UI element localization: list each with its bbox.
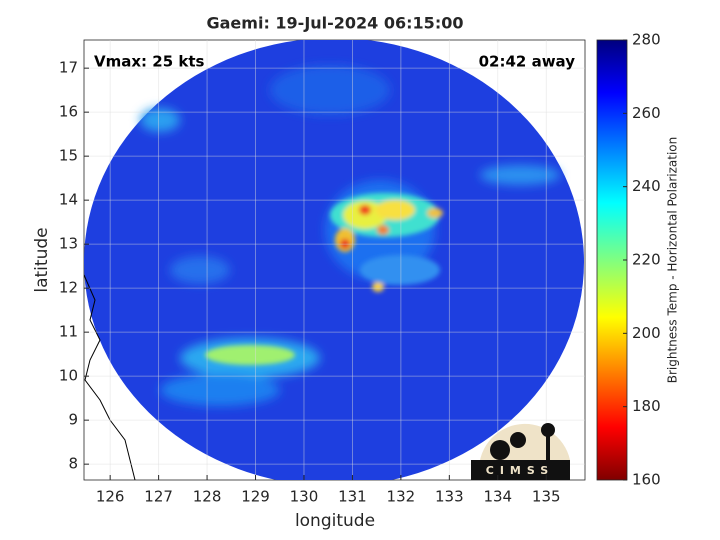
colorbar-tick-label: 180 [632, 397, 661, 415]
x-tick-label: 127 [144, 488, 173, 506]
x-tick-label: 130 [290, 488, 319, 506]
colorbar-tick-label: 220 [632, 251, 661, 269]
colorbar [596, 39, 628, 481]
x-tick-label: 132 [387, 488, 416, 506]
y-tick-label: 12 [59, 279, 78, 297]
y-tick-label: 11 [59, 323, 78, 341]
logo-text: CIMSS [486, 464, 554, 477]
annotation: Vmax: 25 kts [94, 53, 204, 71]
annotation: 02:42 away [479, 53, 576, 71]
x-tick-label: 131 [338, 488, 367, 506]
colorbar-tick-label: 240 [632, 177, 661, 195]
colorbar-label: Brightness Temp - Horizontal Polarizatio… [666, 137, 680, 384]
colorbar-tick-label: 160 [632, 471, 661, 489]
logo: CIMSS [471, 423, 570, 480]
colorbar-tick-label: 260 [632, 104, 661, 122]
x-tick-label: 126 [96, 488, 125, 506]
x-tick-label: 128 [193, 488, 222, 506]
y-tick-label: 17 [59, 59, 78, 77]
y-tick-label: 16 [59, 103, 78, 121]
y-tick-label: 8 [68, 455, 78, 473]
x-tick-label: 129 [241, 488, 270, 506]
x-tick-label: 133 [435, 488, 464, 506]
x-tick-label: 134 [483, 488, 512, 506]
x-tick-label: 135 [532, 488, 561, 506]
y-tick-label: 13 [59, 235, 78, 253]
y-tick-label: 9 [68, 411, 78, 429]
coastline [84, 274, 136, 480]
y-tick-label: 14 [59, 191, 78, 209]
y-axis-label: latitude [32, 227, 52, 292]
colorbar-tick-label: 280 [632, 31, 661, 49]
colorbar-tick-label: 200 [632, 324, 661, 342]
swath-image [84, 40, 584, 480]
x-axis-label: longitude [295, 511, 375, 531]
y-tick-label: 10 [59, 367, 78, 385]
y-tick-label: 15 [59, 147, 78, 165]
chart-title: Gaemi: 19-Jul-2024 06:15:00 [207, 14, 464, 33]
